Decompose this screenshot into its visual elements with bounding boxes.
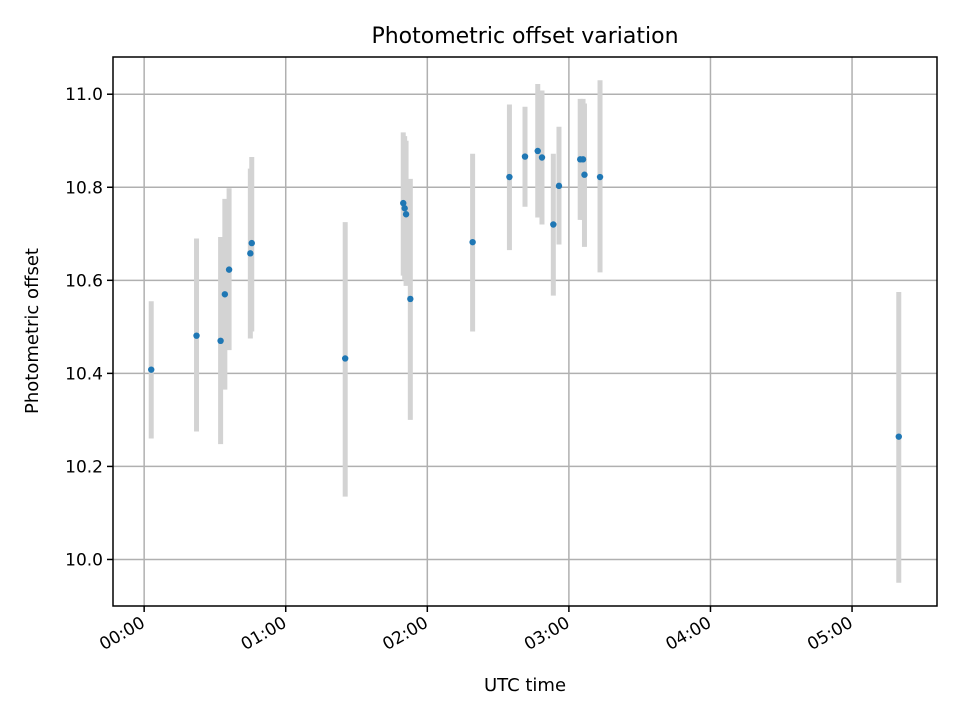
x-tick-label: 03:00 <box>521 613 573 655</box>
data-point <box>581 171 588 178</box>
data-point <box>193 332 200 339</box>
data-point <box>407 295 414 303</box>
y-axis-label: Photometric offset <box>22 248 43 414</box>
data-point <box>400 199 407 207</box>
x-axis-ticks: 00:00 01:00 02:00 03:00 04:00 05:00 <box>96 606 857 655</box>
y-tick-label: 10.6 <box>65 271 103 291</box>
y-tick-label: 10.0 <box>65 550 103 570</box>
data-point <box>579 156 587 163</box>
y-tick-label: 10.4 <box>65 364 103 384</box>
x-tick-label: 02:00 <box>379 613 431 655</box>
data-point <box>555 182 563 190</box>
data-point <box>521 153 529 160</box>
data-point <box>469 238 476 246</box>
y-tick-label: 10.8 <box>65 178 103 198</box>
data-point <box>341 355 349 362</box>
data-point <box>221 291 229 298</box>
data-point <box>596 173 604 181</box>
data-point <box>538 154 546 161</box>
data-point <box>248 239 255 247</box>
data-points <box>148 147 902 440</box>
x-axis-label: UTC time <box>484 675 566 696</box>
data-point <box>148 366 155 373</box>
data-point <box>895 433 902 440</box>
data-point <box>401 205 408 212</box>
y-axis-ticks: 10.0 10.2 10.4 10.6 10.8 11.0 <box>65 85 113 570</box>
data-point <box>506 173 513 181</box>
x-tick-label: 01:00 <box>238 613 290 655</box>
y-tick-label: 10.2 <box>65 457 103 477</box>
chart-title: Photometric offset variation <box>371 24 678 49</box>
y-tick-label: 11.0 <box>65 85 103 105</box>
data-point <box>225 266 233 273</box>
data-point <box>217 337 224 345</box>
data-point <box>402 211 410 218</box>
x-tick-label: 05:00 <box>804 613 856 655</box>
data-point <box>550 221 557 228</box>
x-tick-label: 00:00 <box>96 613 148 655</box>
data-point <box>534 147 541 155</box>
data-point <box>247 250 254 257</box>
plot-frame <box>112 56 938 607</box>
x-tick-label: 04:00 <box>663 613 715 655</box>
